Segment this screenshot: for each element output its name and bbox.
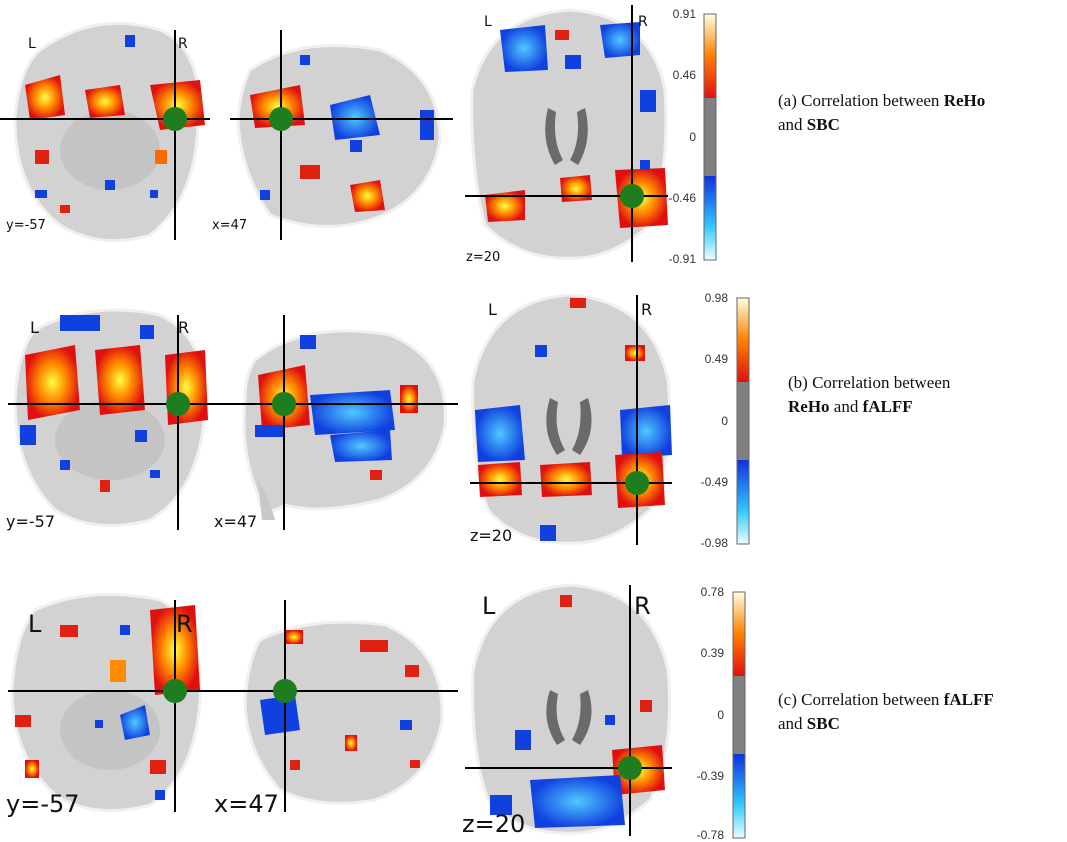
panel-b	[8, 293, 750, 545]
colorbar-tick: 0	[717, 708, 724, 722]
colorbar-b	[736, 297, 750, 545]
sagittal-coordinate-label: x=47	[214, 512, 258, 531]
sagittal-slice-c	[243, 620, 444, 805]
seed-marker	[163, 679, 187, 703]
coronal-slice-a	[13, 21, 205, 243]
seed-marker	[163, 107, 187, 131]
right-hemisphere-label: R	[641, 300, 653, 319]
colorbar-c	[732, 591, 746, 839]
left-hemisphere-label: L	[484, 14, 492, 30]
panel-c	[8, 583, 746, 839]
sagittal-slice-a	[236, 44, 442, 228]
colorbar-tick: 0.39	[700, 646, 724, 660]
seed-marker	[625, 471, 649, 495]
sagittal-slice-b	[242, 329, 447, 520]
caption-text: (a) Correlation between	[778, 91, 944, 110]
colorbar-tick: -0.49	[700, 475, 728, 489]
caption-text: and	[778, 115, 807, 134]
caption-bold: SBC	[806, 714, 840, 733]
caption-text: (b) Correlation between	[788, 373, 951, 392]
right-hemisphere-label: R	[176, 610, 193, 638]
colorbar-tick: -0.98	[700, 536, 728, 550]
left-hemisphere-label: L	[482, 592, 496, 620]
axial-coordinate-label: z=20	[470, 526, 513, 545]
seed-marker	[272, 392, 296, 416]
colorbar-tick: 0	[721, 414, 728, 428]
colorbar-tick: -0.78	[696, 828, 724, 842]
right-hemisphere-label: R	[178, 318, 190, 337]
caption-bold: fALFF	[943, 690, 994, 709]
left-hemisphere-label: L	[30, 318, 39, 337]
colorbar-a	[703, 13, 717, 261]
seed-marker	[166, 392, 190, 416]
panel-a-caption: (a) Correlation between ReHo and SBC	[778, 89, 1067, 137]
coronal-coordinate-label: y=-57	[6, 512, 56, 531]
panel-a	[0, 5, 717, 262]
colorbar-tick: -0.39	[696, 769, 724, 783]
left-hemisphere-label: L	[28, 36, 36, 52]
colorbar-tick: 0.98	[704, 291, 728, 305]
seed-marker	[618, 756, 642, 780]
colorbar-tick: 0.46	[672, 68, 696, 82]
seed-marker	[620, 184, 644, 208]
panel-b-caption: (b) Correlation between ReHo and fALFF	[788, 371, 1067, 419]
caption-text: and	[778, 714, 807, 733]
panel-c-caption: (c) Correlation between fALFF and SBC	[778, 688, 1067, 736]
seed-marker	[273, 679, 297, 703]
caption-bold: ReHo	[943, 91, 986, 110]
right-hemisphere-label: R	[634, 592, 651, 620]
left-hemisphere-label: L	[488, 300, 497, 319]
caption-text: and	[829, 397, 863, 416]
colorbar-tick: 0	[689, 130, 696, 144]
seed-marker	[269, 107, 293, 131]
coronal-coordinate-label: y=-57	[6, 218, 46, 233]
axial-slice-c	[471, 583, 671, 835]
axial-coordinate-label: z=20	[466, 250, 501, 265]
right-hemisphere-label: R	[638, 14, 648, 30]
sagittal-coordinate-label: x=47	[212, 218, 248, 233]
coronal-coordinate-label: y=-57	[6, 790, 80, 818]
axial-slice-b	[471, 293, 672, 545]
colorbar-tick: 0.91	[672, 7, 696, 21]
axial-slice-a	[470, 8, 668, 260]
colorbar-tick: 0.78	[700, 585, 724, 599]
right-hemisphere-label: R	[178, 36, 188, 52]
colorbar-tick: -0.46	[668, 191, 696, 205]
caption-bold: fALFF	[862, 397, 913, 416]
sagittal-coordinate-label: x=47	[214, 790, 279, 818]
caption-bold: SBC	[806, 115, 840, 134]
colorbar-tick: 0.49	[704, 352, 728, 366]
caption-text: (c) Correlation between	[778, 690, 944, 709]
axial-coordinate-label: z=20	[462, 810, 526, 838]
colorbar-tick: -0.91	[668, 252, 696, 266]
left-hemisphere-label: L	[28, 610, 42, 638]
caption-bold: ReHo	[788, 397, 830, 416]
coronal-slice-b	[13, 308, 208, 528]
